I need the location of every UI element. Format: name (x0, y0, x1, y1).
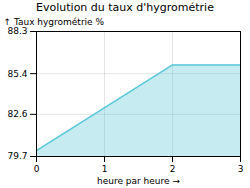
svg-text:2: 2 (170, 164, 176, 174)
svg-text:88.3: 88.3 (7, 26, 27, 36)
svg-text:85.4: 85.4 (7, 69, 27, 79)
svg-text:heure par heure →: heure par heure → (97, 176, 180, 186)
svg-text:82.6: 82.6 (7, 109, 27, 119)
svg-text:1: 1 (102, 164, 108, 174)
html-text:Evolution du taux d'hygrométri: Evolution du taux d'hygrométrie (36, 1, 214, 14)
svg-text:79.7: 79.7 (7, 151, 27, 161)
svg-text:↑ Taux hygrométrie %: ↑ Taux hygrométrie % (4, 17, 105, 27)
svg-text:0: 0 (34, 164, 40, 174)
svg-text:3: 3 (238, 164, 244, 174)
